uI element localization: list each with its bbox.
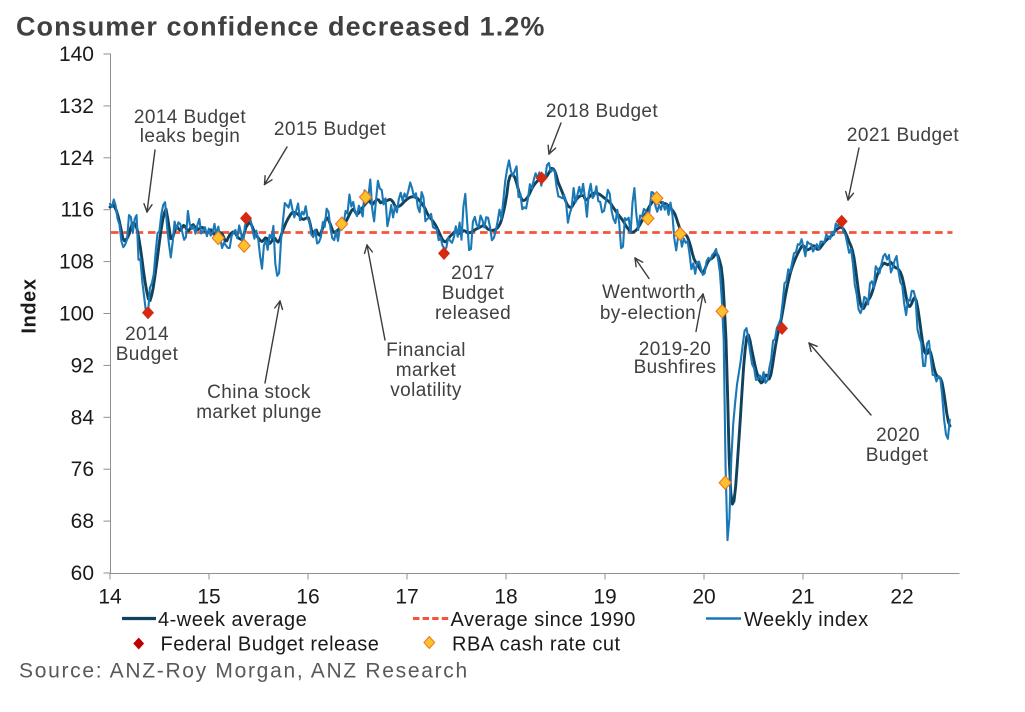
svg-text:15: 15: [197, 586, 220, 609]
svg-text:Average since 1990: Average since 1990: [451, 609, 636, 631]
svg-text:2014 Budget: 2014 Budget: [134, 107, 246, 128]
svg-text:volatility: volatility: [390, 380, 462, 401]
svg-text:Wentworth: Wentworth: [602, 282, 696, 303]
svg-text:124: 124: [59, 147, 94, 170]
svg-text:76: 76: [71, 458, 94, 481]
svg-text:22: 22: [890, 586, 913, 609]
svg-text:Source: ANZ-Roy Morgan, ANZ Re: Source: ANZ-Roy Morgan, ANZ Research: [19, 660, 469, 683]
svg-text:2014: 2014: [125, 324, 169, 345]
svg-text:20: 20: [692, 586, 715, 609]
svg-text:leaks begin: leaks begin: [140, 126, 241, 147]
svg-text:100: 100: [59, 303, 94, 326]
svg-text:4-week average: 4-week average: [158, 609, 307, 631]
svg-text:116: 116: [61, 199, 94, 222]
svg-text:Consumer confidence decreased: Consumer confidence decreased 1.2%: [16, 12, 545, 42]
svg-text:Budget: Budget: [442, 283, 505, 304]
svg-text:Budget: Budget: [116, 344, 179, 365]
svg-text:19: 19: [593, 586, 616, 609]
svg-text:108: 108: [59, 251, 94, 274]
svg-text:140: 140: [59, 43, 94, 66]
svg-text:17: 17: [395, 586, 418, 609]
svg-text:by-election: by-election: [600, 303, 696, 324]
svg-text:2021 Budget: 2021 Budget: [847, 125, 959, 146]
svg-text:2019-20: 2019-20: [639, 339, 712, 360]
svg-text:Bushfires: Bushfires: [634, 357, 717, 378]
svg-text:Federal Budget release: Federal Budget release: [161, 634, 380, 656]
svg-text:16: 16: [296, 586, 319, 609]
svg-text:60: 60: [71, 562, 94, 585]
svg-text:2017: 2017: [451, 263, 495, 284]
svg-text:released: released: [435, 303, 511, 324]
svg-text:2018 Budget: 2018 Budget: [546, 101, 658, 122]
svg-text:China stock: China stock: [207, 382, 311, 403]
svg-text:2015 Budget: 2015 Budget: [274, 119, 386, 140]
svg-text:Budget: Budget: [866, 445, 929, 466]
svg-text:21: 21: [791, 586, 814, 609]
svg-text:market: market: [396, 360, 457, 381]
svg-text:market plunge: market plunge: [196, 402, 322, 423]
svg-text:18: 18: [494, 586, 517, 609]
svg-text:Weekly index: Weekly index: [744, 609, 869, 631]
svg-text:Financial: Financial: [386, 340, 466, 361]
svg-text:2020: 2020: [876, 425, 920, 446]
svg-text:68: 68: [71, 510, 94, 533]
svg-text:RBA cash rate cut: RBA cash rate cut: [452, 634, 621, 656]
svg-text:14: 14: [98, 586, 122, 609]
svg-text:92: 92: [71, 354, 94, 377]
svg-text:84: 84: [71, 406, 95, 429]
svg-text:Index: Index: [19, 278, 41, 333]
svg-text:132: 132: [59, 95, 94, 118]
